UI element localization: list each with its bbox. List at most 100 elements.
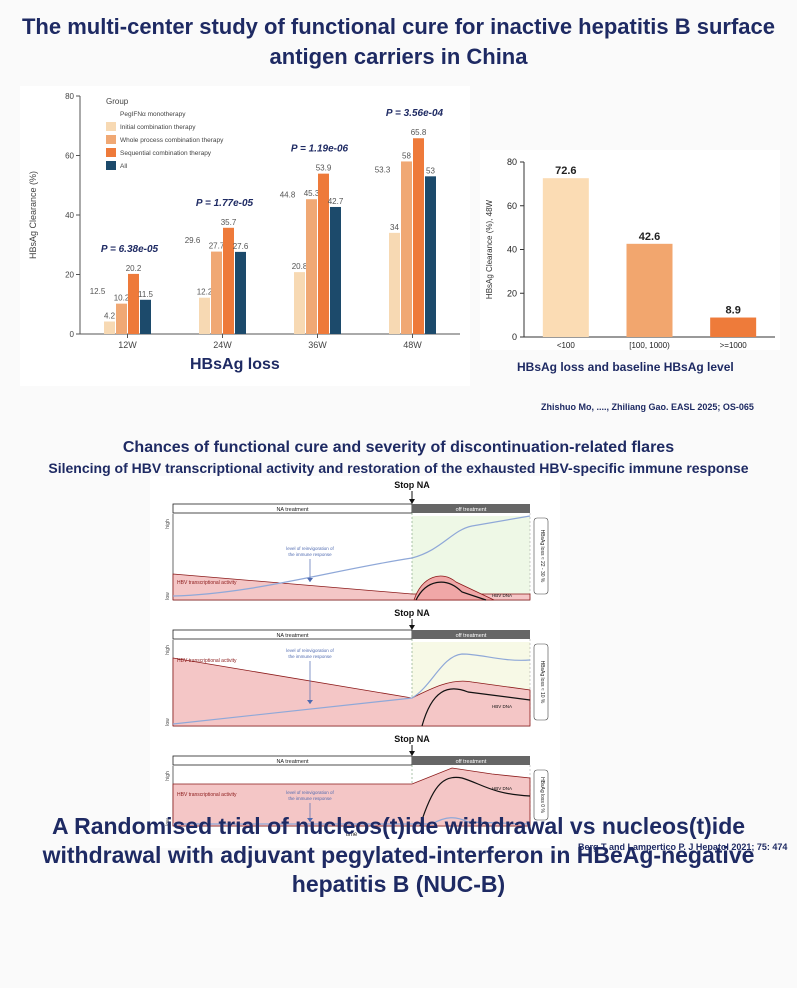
off-treatment-bar bbox=[412, 756, 530, 765]
c1-data-label: 27.7 bbox=[209, 242, 225, 251]
c1-legend-swatch bbox=[106, 148, 116, 157]
outcome-label: HBsAg loss 0 % bbox=[539, 777, 545, 813]
c1-data-label: 4.2 bbox=[104, 312, 116, 321]
immune-arrow-head bbox=[307, 700, 313, 704]
high-label: high bbox=[165, 771, 171, 781]
section2-title: Chances of functional cure and severity … bbox=[122, 439, 675, 456]
c1-ytick-label: 80 bbox=[65, 92, 74, 101]
flare-diagram: Stop NA NA treatment off treatment high low H… bbox=[150, 476, 560, 848]
c1-data-label: 58 bbox=[402, 151, 411, 160]
hbv-dna-label: HBV DNA bbox=[492, 786, 512, 791]
bottom-title: A Randomised trial of nucleos(t)ide with… bbox=[42, 813, 755, 897]
off-treatment-bar bbox=[412, 630, 530, 639]
off-treatment-label: off treatment bbox=[456, 633, 487, 639]
stop-arrow-head bbox=[409, 625, 415, 630]
c1-ytick-label: 40 bbox=[65, 211, 74, 220]
c2-ytick-label: 60 bbox=[507, 201, 517, 211]
c1-bar bbox=[318, 173, 329, 334]
c1-data-label: 29.6 bbox=[185, 236, 201, 245]
hbv-dna-curve bbox=[419, 776, 531, 827]
transcription-label: HBV transcriptional activity bbox=[177, 658, 237, 664]
c2-ytick-label: 20 bbox=[507, 288, 517, 298]
c1-legend-swatch bbox=[106, 122, 116, 131]
c1-pvalue: P = 1.77e-05 bbox=[196, 198, 254, 209]
c1-bar bbox=[140, 299, 151, 334]
na-treatment-label: NA treatment bbox=[276, 507, 309, 513]
immune-label: the immune response bbox=[288, 796, 332, 801]
c2-ytick-label: 0 bbox=[512, 332, 517, 342]
immune-label: level of reinvigoration of bbox=[286, 790, 334, 795]
transcription-label: HBV transcriptional activity bbox=[177, 792, 237, 798]
c1-xtick-label: 36W bbox=[308, 340, 327, 350]
stop-na-label: Stop NA bbox=[394, 480, 430, 490]
c1-data-label: 53 bbox=[426, 166, 435, 175]
c1-pvalue: P = 6.38e-05 bbox=[101, 244, 159, 255]
immune-response-curve bbox=[173, 817, 531, 825]
off-treatment-label: off treatment bbox=[456, 759, 487, 765]
transcription-area bbox=[172, 657, 531, 727]
c1-bar bbox=[211, 251, 222, 334]
c2-ytick-label: 40 bbox=[507, 245, 517, 255]
c1-data-label: 42.7 bbox=[328, 197, 344, 206]
c1-bar bbox=[294, 272, 305, 334]
hbv-dna-label: HBV DNA bbox=[492, 593, 512, 598]
c1-legend-title: Group bbox=[106, 97, 129, 106]
transcription-area bbox=[172, 767, 531, 827]
flare-area bbox=[413, 575, 495, 601]
na-treatment-label: NA treatment bbox=[276, 759, 309, 765]
c2-data-label: 42.6 bbox=[639, 231, 660, 243]
chart2-caption: HBsAg loss and baseline HBsAg level bbox=[517, 360, 734, 374]
c1-bar bbox=[413, 138, 424, 334]
high-label: high bbox=[165, 645, 171, 655]
hbv-dna-curve bbox=[415, 581, 487, 601]
c1-bar bbox=[330, 206, 341, 334]
immune-response-curve bbox=[172, 653, 531, 725]
c1-data-label: 20.2 bbox=[126, 264, 142, 273]
c1-data-label: 45.3 bbox=[304, 189, 320, 198]
high-label: high bbox=[165, 519, 171, 529]
c1-data-label: 35.7 bbox=[221, 218, 237, 227]
c1-ytick-label: 60 bbox=[65, 152, 74, 161]
low-label: low bbox=[165, 718, 171, 726]
hbv-dna-label: HBV DNA bbox=[492, 704, 512, 709]
c1-legend-swatch bbox=[106, 161, 116, 170]
off-treatment-label: off treatment bbox=[456, 507, 487, 513]
c1-bar bbox=[199, 297, 210, 334]
outcome-box bbox=[533, 643, 549, 721]
c1-legend-label: PegIFNα monotherapy bbox=[120, 111, 186, 118]
outcome-box bbox=[533, 517, 549, 595]
c1-xtick-label: 48W bbox=[403, 340, 422, 350]
transcription-label: HBV transcriptional activity bbox=[177, 580, 237, 586]
low-label: low bbox=[165, 592, 171, 600]
c2-bar bbox=[542, 178, 589, 337]
c1-legend-swatch bbox=[106, 135, 116, 144]
c1-bar bbox=[128, 273, 139, 334]
immune-arrow-head bbox=[307, 578, 313, 582]
c1-ytick-label: 20 bbox=[65, 271, 74, 280]
chart1-caption: HBsAg loss bbox=[190, 356, 280, 373]
outcome-box bbox=[533, 769, 549, 821]
immune-label: the immune response bbox=[288, 654, 332, 659]
c1-bar bbox=[306, 199, 317, 334]
immune-label: level of reinvigoration of bbox=[286, 648, 334, 653]
c1-data-label: 53.9 bbox=[316, 164, 332, 173]
c1-legend-label: All bbox=[120, 163, 128, 170]
stop-arrow-head bbox=[409, 499, 415, 504]
immune-arrow-head bbox=[307, 818, 313, 822]
c2-ytick-label: 80 bbox=[507, 157, 517, 167]
section2-subtitle: Silencing of HBV transcriptional activit… bbox=[48, 460, 749, 476]
c1-data-label: 20.8 bbox=[292, 262, 308, 271]
c1-xtick-label: 24W bbox=[213, 340, 232, 350]
citation-easl: Zhishuo Mo, ...., Zhiliang Gao. EASL 202… bbox=[541, 402, 754, 412]
c2-bar bbox=[626, 243, 673, 337]
off-treatment-bar bbox=[412, 504, 530, 513]
c2-data-label: 72.6 bbox=[555, 165, 576, 177]
c2-xtick-label: [100, 1000) bbox=[629, 341, 670, 350]
c1-bar bbox=[401, 161, 412, 334]
c2-bar bbox=[710, 317, 757, 337]
c1-data-label: 34 bbox=[390, 223, 399, 232]
c2-ylabel: HBsAg Clearance (%), 48W bbox=[485, 199, 494, 299]
c2-data-label: 8.9 bbox=[726, 305, 741, 317]
c1-bar bbox=[223, 227, 234, 334]
low-label: low bbox=[165, 818, 171, 826]
